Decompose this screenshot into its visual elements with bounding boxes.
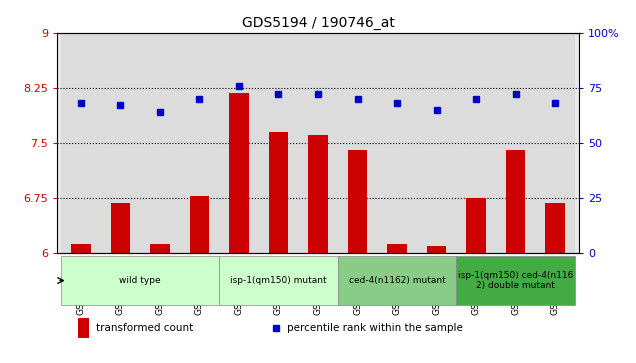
Title: GDS5194 / 190746_at: GDS5194 / 190746_at <box>242 16 394 30</box>
Bar <box>466 198 486 253</box>
Bar <box>111 203 130 253</box>
Bar <box>338 256 456 305</box>
Bar <box>506 150 525 253</box>
Bar <box>348 150 368 253</box>
Bar <box>377 33 417 253</box>
Bar <box>545 203 565 253</box>
Bar <box>61 33 100 253</box>
Bar <box>259 33 298 253</box>
Bar <box>71 244 91 253</box>
Bar <box>338 33 377 253</box>
Bar <box>268 132 288 253</box>
Text: isp-1(qm150) mutant: isp-1(qm150) mutant <box>230 276 327 285</box>
Bar <box>496 33 536 253</box>
Text: transformed count: transformed count <box>97 323 193 333</box>
Bar <box>61 256 219 305</box>
Bar <box>150 244 170 253</box>
Text: wild type: wild type <box>120 276 161 285</box>
Bar <box>140 33 180 253</box>
Bar <box>180 33 219 253</box>
Bar <box>387 244 407 253</box>
Bar <box>308 135 328 253</box>
Bar <box>417 33 456 253</box>
Bar <box>427 246 446 253</box>
Text: percentile rank within the sample: percentile rank within the sample <box>287 323 462 333</box>
Bar <box>536 33 575 253</box>
Text: isp-1(qm150) ced-4(n116
2) double mutant: isp-1(qm150) ced-4(n116 2) double mutant <box>458 271 573 290</box>
Bar <box>229 93 249 253</box>
Bar <box>219 256 338 305</box>
Bar <box>190 196 209 253</box>
Text: ced-4(n1162) mutant: ced-4(n1162) mutant <box>349 276 445 285</box>
Bar <box>298 33 338 253</box>
Bar <box>219 33 259 253</box>
Bar <box>78 318 88 338</box>
Bar <box>456 33 496 253</box>
Bar <box>456 256 575 305</box>
Bar <box>100 33 140 253</box>
